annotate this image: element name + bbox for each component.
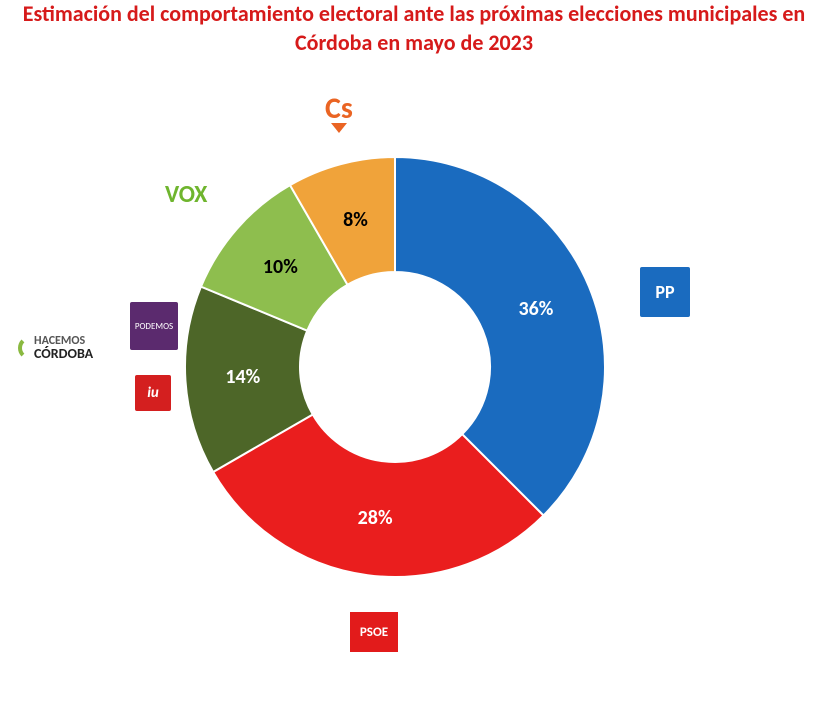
party-label-pp: PP — [640, 267, 690, 317]
cs-logo-triangle — [331, 123, 347, 133]
donut-svg — [0, 57, 828, 657]
slice-label: 10% — [263, 255, 298, 279]
pp-logo: PP — [640, 267, 690, 317]
party-label-iu: iu — [135, 375, 171, 411]
hacemos-arc-icon — [18, 336, 32, 360]
slice-label: 36% — [518, 297, 553, 321]
vox-logo: VOX — [165, 180, 207, 209]
party-label-psoe: PSOE — [350, 612, 398, 652]
donut-chart: PP PSOE VOX Cs PODEMOS iu HACEMOS CÓRDOB… — [0, 57, 828, 657]
slice-label: 28% — [358, 506, 393, 530]
party-label-vox: VOX — [165, 180, 207, 209]
cs-logo: Cs — [325, 97, 353, 121]
iu-logo: iu — [135, 375, 171, 411]
chart-title: Estimación del comportamiento electoral … — [0, 0, 828, 57]
party-label-podemos: PODEMOS — [130, 302, 178, 350]
slice-label: 14% — [225, 365, 260, 389]
party-label-hacemos: HACEMOS CÓRDOBA — [18, 335, 93, 361]
podemos-logo: PODEMOS — [130, 302, 178, 350]
party-label-cs: Cs — [325, 97, 353, 133]
slice-label: 8% — [343, 208, 368, 232]
psoe-logo: PSOE — [350, 612, 398, 652]
hacemos-line2: CÓRDOBA — [34, 345, 93, 362]
